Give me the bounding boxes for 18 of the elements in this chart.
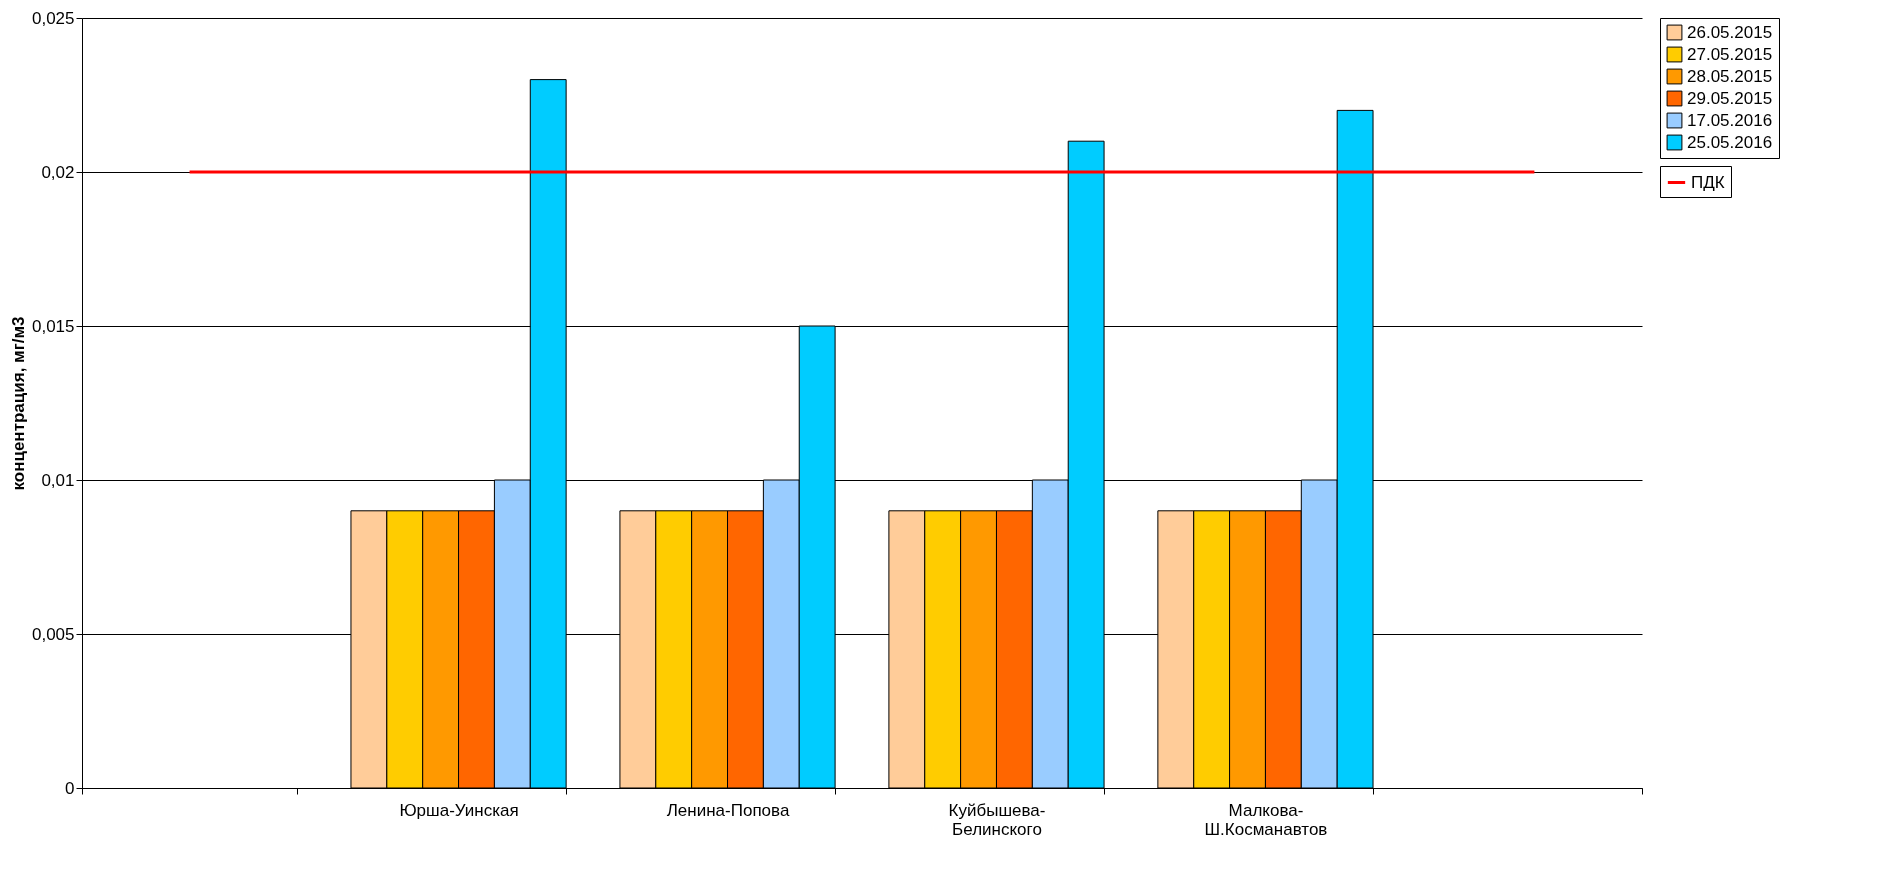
y-tick-label: 0,025 (31, 8, 75, 28)
legend-label: 25.05.2016 (1687, 132, 1773, 152)
legend-label: 29.05.2015 (1687, 88, 1773, 108)
x-tick-label: Юрша-Уинская (399, 800, 519, 820)
y-tick-label: 0,01 (41, 470, 75, 490)
legend-label: 28.05.2015 (1687, 66, 1773, 86)
x-tick-label: Куйбышева-Белинского (948, 800, 1046, 839)
legend-label: ПДК (1691, 172, 1725, 192)
x-tick-label: Ленина-Попова (666, 800, 790, 820)
legend-label: 26.05.2015 (1687, 22, 1773, 42)
legend-label: 27.05.2015 (1687, 44, 1773, 64)
y-tick-label: 0 (65, 778, 75, 798)
y-tick-label: 0,015 (31, 316, 75, 336)
y-axis-title: концентрация, мг/м3 (8, 316, 28, 491)
x-tick-label: Малкова-Ш.Косманавтов (1204, 800, 1328, 839)
y-tick-label: 0,005 (31, 624, 75, 644)
legend-label: 17.05.2016 (1687, 110, 1773, 130)
y-tick-label: 0,02 (41, 162, 75, 182)
